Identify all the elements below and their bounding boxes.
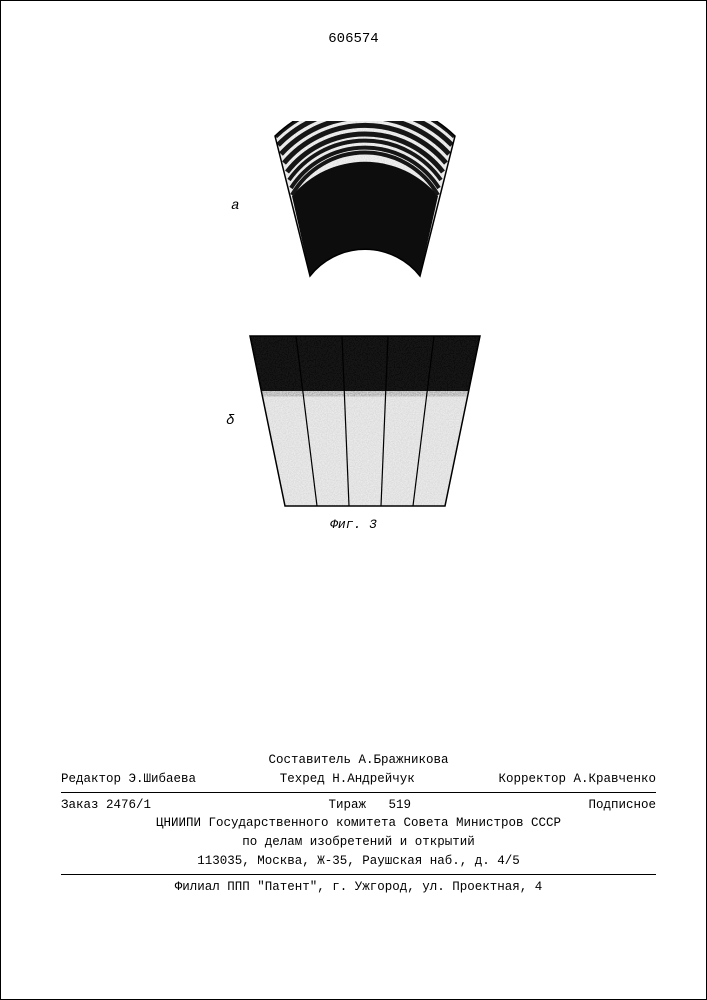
- org-line2: по делам изобретений и открытий: [61, 833, 656, 852]
- branch: Филиал ППП "Патент", г. Ужгород, ул. Про…: [61, 878, 656, 897]
- org-line1: ЦНИИПИ Государственного комитета Совета …: [61, 814, 656, 833]
- figure-caption: Фиг. 3: [223, 517, 485, 532]
- org-addr: 113035, Москва, Ж-35, Раушская наб., д. …: [61, 852, 656, 871]
- compiler-label: Составитель: [268, 753, 351, 767]
- editor-label: Редактор: [61, 772, 121, 786]
- imprint-block: Составитель А.Бражникова Редактор Э.Шиба…: [61, 751, 656, 896]
- figure-b-wrapper: δ: [223, 331, 485, 511]
- document-number: 606574: [1, 31, 706, 47]
- figure-b-label: δ: [223, 413, 235, 429]
- figure-b: [245, 331, 485, 511]
- page: 606574 а: [0, 0, 707, 1000]
- figure-a: [250, 121, 480, 291]
- editor-name: Э.Шибаева: [129, 772, 197, 786]
- tirazh-label: Тираж: [328, 798, 366, 812]
- figure-b-block: δ: [223, 331, 485, 532]
- tehred-label: Техред: [280, 772, 325, 786]
- compiler-name: А.Бражникова: [359, 753, 449, 767]
- divider-2: [61, 874, 656, 875]
- corrector-name: А.Кравченко: [573, 772, 656, 786]
- figure-a-label: а: [228, 198, 240, 214]
- imprint-order-row: Заказ 2476/1 Тираж 519 Подписное: [61, 796, 656, 815]
- tehred-name: Н.Андрейчук: [332, 772, 415, 786]
- subscription: Подписное: [588, 796, 656, 815]
- tirazh-number: 519: [389, 798, 412, 812]
- imprint-editor-row: Редактор Э.Шибаева Техред Н.Андрейчук Ко…: [61, 770, 656, 789]
- divider-1: [61, 792, 656, 793]
- figure-a-wrapper: а: [228, 121, 480, 291]
- corrector-label: Корректор: [498, 772, 566, 786]
- order-label: Заказ: [61, 798, 99, 812]
- imprint-compiler-row: Составитель А.Бражникова: [61, 751, 656, 770]
- figures-block: а: [1, 121, 706, 532]
- order-number: 2476/1: [106, 798, 151, 812]
